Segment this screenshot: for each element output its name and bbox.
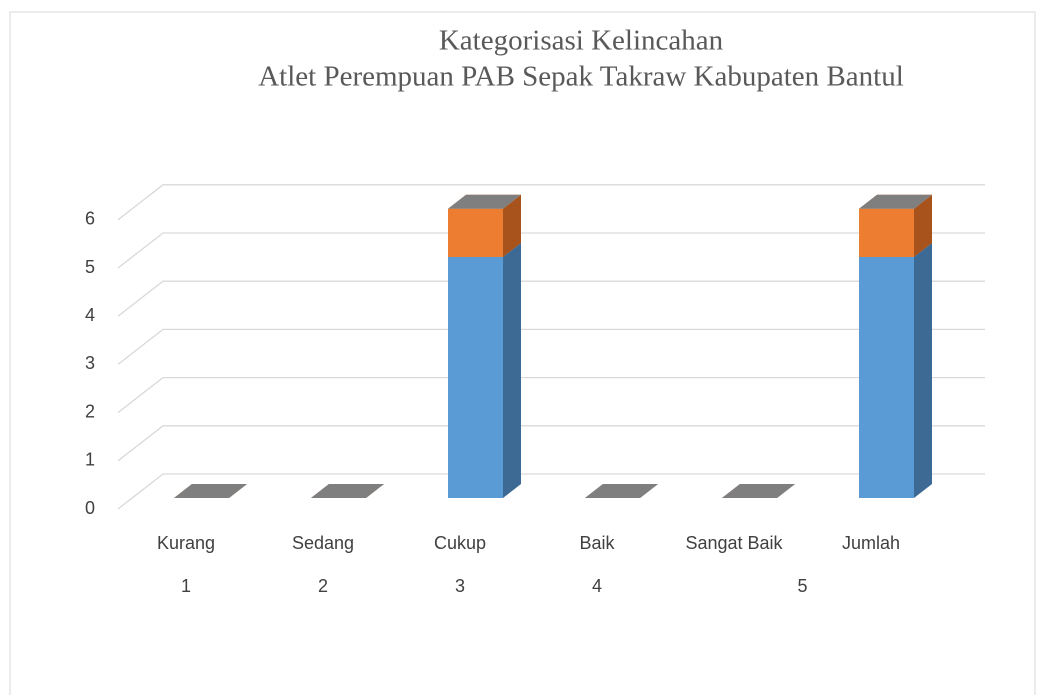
group-label: 5 [797,576,807,596]
bar [448,257,503,498]
bar [448,208,503,257]
group-label: 4 [592,576,602,596]
y-tick-label: 3 [85,353,95,373]
bar-side [503,194,521,257]
grid-line [117,376,985,414]
group-label: 1 [181,576,191,596]
bar-side [503,243,521,498]
grid-line [117,425,985,462]
bar [859,257,914,498]
bar-top [174,484,247,498]
bar [859,208,914,257]
x-tick-label: Sedang [292,533,354,553]
grid-line [117,473,985,510]
x-tick-label: Kurang [157,533,215,553]
grid-line [117,280,985,317]
bar-side [914,243,932,498]
y-tick-label: 5 [85,257,95,277]
bar-top [585,484,658,498]
bar-side [914,194,932,257]
group-label: 2 [318,576,328,596]
bar-top [859,194,932,209]
y-tick-label: 2 [85,401,95,421]
group-label: 3 [455,576,465,596]
x-tick-label: Baik [579,533,615,553]
chart-title: Kategorisasi Kelincahan [439,25,724,57]
y-tick-label: 4 [85,305,95,325]
y-tick-label: 6 [85,209,95,229]
x-tick-label: Cukup [434,533,486,553]
bar-top [448,194,521,209]
x-tick-label: Jumlah [842,533,900,553]
x-tick-label: Sangat Baik [685,533,783,553]
grid-line [117,232,985,269]
bar-top [311,484,384,498]
chart-subtitle: Atlet Perempuan PAB Sepak Takraw Kabupat… [258,61,904,93]
bar-top [722,484,795,498]
y-tick-label: 1 [85,450,95,470]
grid-line [117,184,985,221]
y-tick-label: 0 [85,498,95,518]
grid-line [117,328,985,365]
